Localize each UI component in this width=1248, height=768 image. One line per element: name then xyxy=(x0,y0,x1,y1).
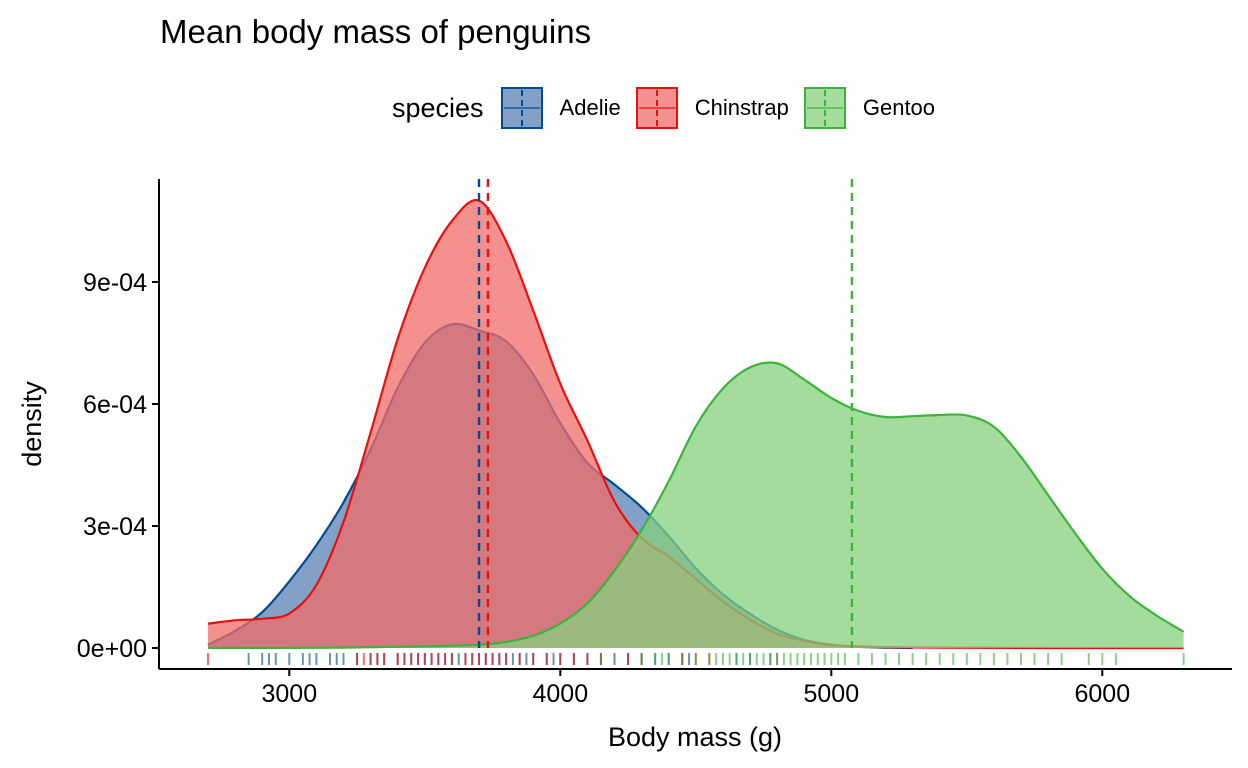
density-fill-chinstrap xyxy=(208,200,1184,649)
x-tick-label: 6000 xyxy=(1074,680,1130,708)
y-tick-label: 0e+00 xyxy=(77,635,147,663)
density-fill-gentoo xyxy=(208,362,1184,648)
x-tick-label: 5000 xyxy=(803,680,859,708)
y-axis-title: density xyxy=(17,381,47,467)
chart-title: Mean body mass of penguins xyxy=(160,13,592,50)
x-axis-title: Body mass (g) xyxy=(608,722,782,752)
x-tick-label: 3000 xyxy=(261,680,317,708)
legend: species Adelie Chinstrap Gentoo xyxy=(392,86,949,130)
legend-label-gentoo: Gentoo xyxy=(862,95,936,120)
legend-label-chinstrap: Chinstrap xyxy=(694,95,789,120)
x-tick-label: 4000 xyxy=(532,680,588,708)
density-line-gentoo xyxy=(207,361,1185,650)
legend-key-gentoo xyxy=(803,87,846,129)
legend-item-gentoo: Gentoo xyxy=(803,86,935,130)
y-tick-label: 3e-04 xyxy=(83,513,147,541)
y-tick-label: 9e-04 xyxy=(83,269,147,297)
legend-item-adelie: Adelie xyxy=(500,86,621,130)
legend-label-adelie: Adelie xyxy=(559,95,621,120)
density-areas xyxy=(207,199,1185,650)
y-tick-label: 6e-04 xyxy=(83,391,147,419)
legend-key-chinstrap xyxy=(635,87,678,129)
axes: 3000 4000 5000 6000 0e+00 3e-04 6e-04 9e-04 xyxy=(77,179,1232,708)
legend-title: species xyxy=(392,92,484,123)
rug-marks xyxy=(207,653,1185,665)
legend-key-adelie xyxy=(500,87,543,129)
legend-item-chinstrap: Chinstrap xyxy=(635,86,789,130)
